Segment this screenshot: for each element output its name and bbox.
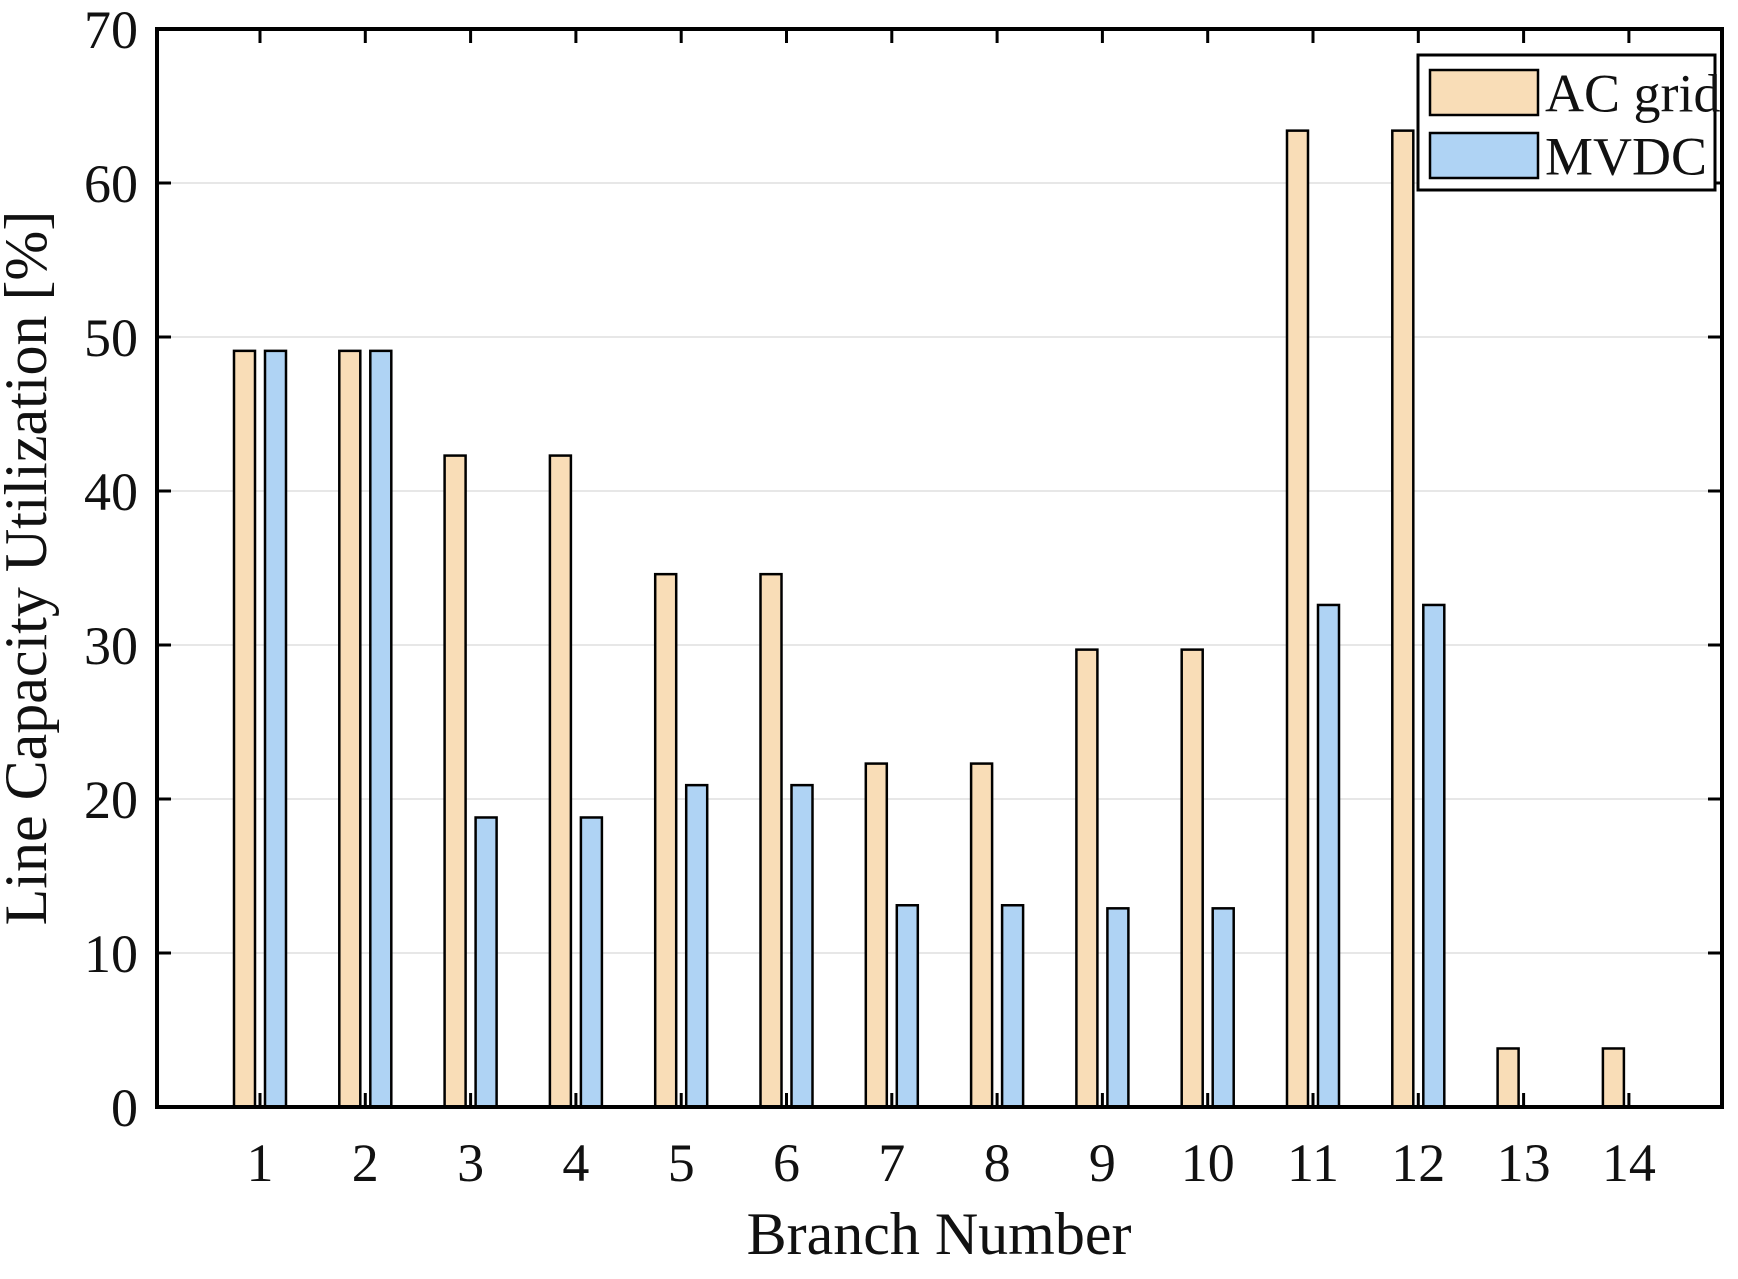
ac-grid-bar-branch-4: [548, 454, 573, 1109]
legend-label-mvdc: MVDC: [1545, 126, 1707, 186]
y-axis-title: Line Capacity Utilization [%]: [0, 211, 59, 926]
ac-grid-bar-branch-5: [653, 572, 678, 1109]
plot-frame: [155, 27, 1724, 1109]
y-tick-label-70: 70: [84, 0, 138, 60]
x-tick-label-9: 9: [1089, 1133, 1116, 1193]
legend-label-ac-grid: AC grid: [1545, 63, 1721, 123]
ac-grid-bar-branch-3: [443, 454, 467, 1109]
mvdc-bar-branch-9: [1106, 907, 1130, 1109]
ac-grid-bar-branch-10: [1180, 648, 1204, 1109]
mvdc-bar-branch-7: [895, 904, 920, 1109]
ac-grid-bar-branch-12: [1391, 129, 1415, 1109]
axis-ticks: [157, 27, 1722, 1109]
mvdc-bar-branch-1: [263, 349, 288, 1109]
ac-grid-bar-branch-1: [232, 349, 257, 1109]
mvdc-bar-branch-6: [790, 783, 814, 1109]
x-tick-label-4: 4: [562, 1133, 589, 1193]
x-axis-title: Branch Number: [747, 1201, 1132, 1267]
y-tick-label-0: 0: [111, 1078, 138, 1138]
ac-grid-bar-branch-13: [1496, 1047, 1520, 1109]
x-tick-label-12: 12: [1391, 1133, 1445, 1193]
y-tick-label-30: 30: [84, 616, 138, 676]
mvdc-bar-branch-3: [474, 816, 498, 1109]
y-tick-label-60: 60: [84, 154, 138, 214]
ac-grid-bar-branch-9: [1075, 648, 1099, 1109]
ac-grid-bar-branch-14: [1601, 1047, 1626, 1109]
x-tick-label-14: 14: [1602, 1133, 1656, 1193]
y-tick-label-20: 20: [84, 770, 138, 830]
bars: [232, 129, 1626, 1109]
gridlines: [157, 182, 1722, 954]
axes-frame: [155, 27, 1724, 1109]
x-tick-label-11: 11: [1287, 1133, 1339, 1193]
x-tick-label-6: 6: [773, 1133, 800, 1193]
y-tick-label-40: 40: [84, 462, 138, 522]
x-tick-label-1: 1: [247, 1133, 274, 1193]
mvdc-bar-branch-8: [1000, 904, 1025, 1109]
x-tick-label-13: 13: [1497, 1133, 1551, 1193]
x-tick-label-7: 7: [878, 1133, 905, 1193]
legend-swatch-mvdc: [1428, 131, 1540, 180]
ac-grid-bar-branch-6: [759, 572, 783, 1109]
legend-swatch-ac-grid: [1428, 68, 1540, 117]
mvdc-bar-branch-11: [1316, 603, 1341, 1109]
x-tick-label-5: 5: [668, 1133, 695, 1193]
mvdc-bar-branch-10: [1211, 907, 1235, 1109]
ac-grid-bar-branch-2: [338, 349, 362, 1109]
x-tick-label-3: 3: [457, 1133, 484, 1193]
x-tick-label-2: 2: [352, 1133, 379, 1193]
mvdc-bar-branch-5: [684, 783, 709, 1109]
x-tick-label-8: 8: [984, 1133, 1011, 1193]
ac-grid-bar-branch-7: [864, 762, 889, 1109]
mvdc-bar-branch-4: [579, 816, 604, 1109]
mvdc-bar-branch-2: [369, 349, 393, 1109]
ac-grid-bar-branch-8: [969, 762, 994, 1109]
y-tick-label-10: 10: [84, 924, 138, 984]
mvdc-bar-branch-12: [1422, 603, 1446, 1109]
x-tick-label-10: 10: [1181, 1133, 1235, 1193]
ac-grid-bar-branch-11: [1285, 129, 1310, 1109]
y-tick-label-50: 50: [84, 308, 138, 368]
